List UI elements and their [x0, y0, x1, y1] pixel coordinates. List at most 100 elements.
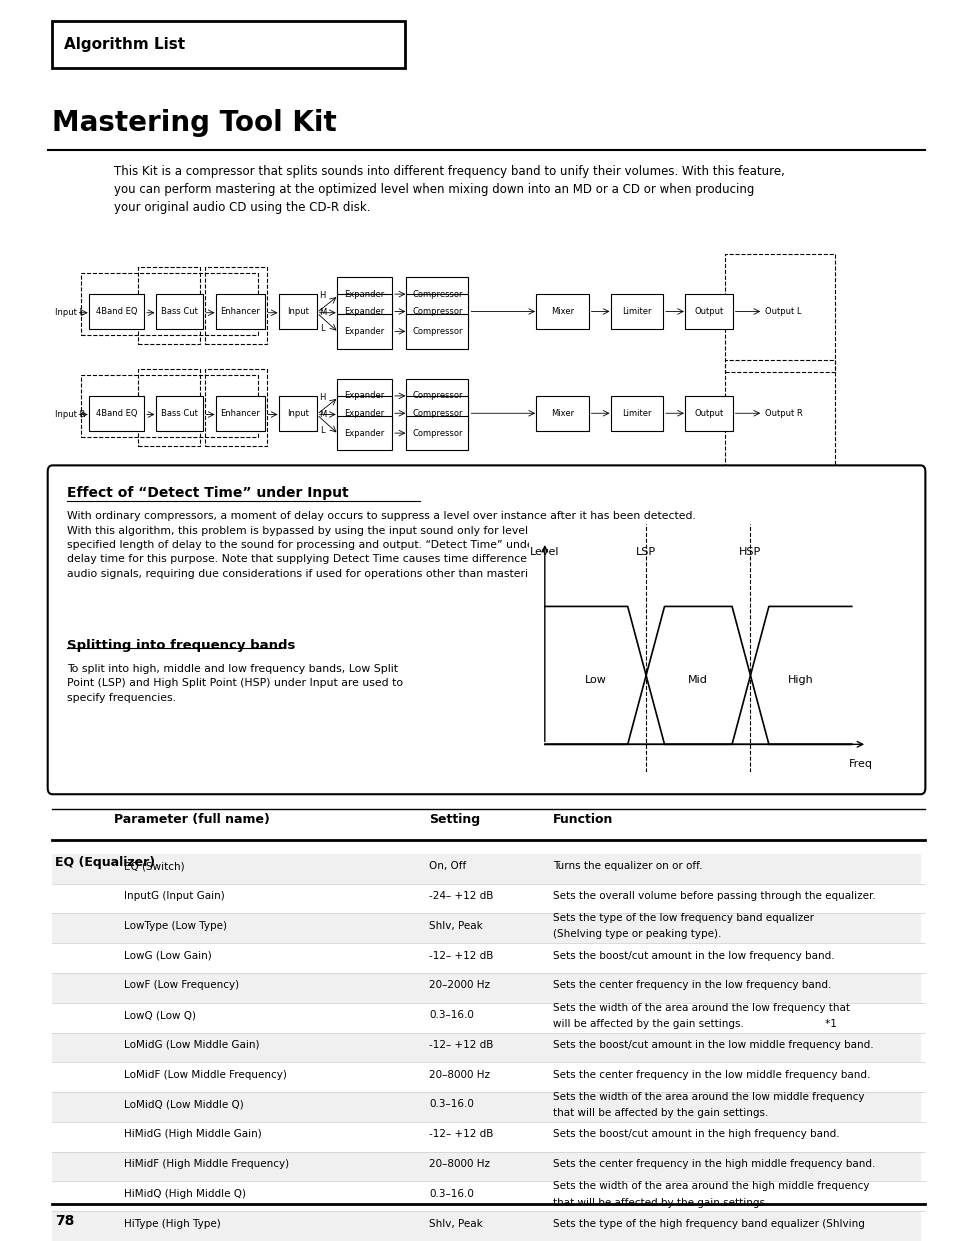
FancyBboxPatch shape: [610, 396, 662, 431]
Text: Expander: Expander: [344, 307, 384, 316]
FancyBboxPatch shape: [52, 1092, 920, 1122]
Text: Sets the center frequency in the high middle frequency band.: Sets the center frequency in the high mi…: [553, 1159, 875, 1169]
FancyBboxPatch shape: [336, 396, 392, 431]
Text: Input R: Input R: [55, 410, 86, 419]
Text: Sets the type of the low frequency band equalizer: Sets the type of the low frequency band …: [553, 913, 814, 923]
Text: LoMidF (Low Middle Frequency): LoMidF (Low Middle Frequency): [124, 1070, 287, 1080]
Text: 20–8000 Hz: 20–8000 Hz: [429, 1070, 490, 1080]
FancyBboxPatch shape: [336, 294, 392, 329]
Text: Compressor: Compressor: [412, 307, 462, 316]
FancyBboxPatch shape: [52, 21, 405, 68]
Text: Sets the width of the area around the low middle frequency: Sets the width of the area around the lo…: [553, 1092, 864, 1102]
Text: Enhancer: Enhancer: [220, 307, 260, 316]
FancyBboxPatch shape: [406, 416, 468, 450]
Text: M: M: [318, 308, 326, 318]
Text: Low: Low: [584, 675, 606, 685]
Text: will be affected by the gain settings.                         *1: will be affected by the gain settings. *…: [553, 1019, 837, 1029]
Text: LSP: LSP: [636, 547, 656, 557]
Text: 4Band EQ: 4Band EQ: [95, 307, 137, 316]
Text: Compressor: Compressor: [412, 289, 462, 299]
Text: Output L: Output L: [764, 307, 801, 316]
FancyBboxPatch shape: [406, 314, 468, 349]
Text: Sets the width of the area around the low frequency that: Sets the width of the area around the lo…: [553, 1003, 849, 1013]
Text: Sets the center frequency in the low middle frequency band.: Sets the center frequency in the low mid…: [553, 1070, 870, 1080]
Text: HSP: HSP: [739, 547, 760, 557]
Text: Mixer: Mixer: [550, 307, 574, 316]
Text: LowG (Low Gain): LowG (Low Gain): [124, 951, 212, 961]
Text: Limiter: Limiter: [621, 408, 651, 418]
Text: H: H: [319, 392, 325, 402]
Text: Effect of “Detect Time” under Input: Effect of “Detect Time” under Input: [67, 486, 348, 500]
Text: Output: Output: [694, 307, 722, 316]
Text: Turns the equalizer on or off.: Turns the equalizer on or off.: [553, 861, 702, 871]
FancyBboxPatch shape: [89, 294, 144, 329]
FancyBboxPatch shape: [610, 294, 662, 329]
FancyBboxPatch shape: [89, 396, 144, 431]
Text: 20–8000 Hz: 20–8000 Hz: [429, 1159, 490, 1169]
Text: L: L: [320, 426, 324, 436]
Text: LoMidQ (Low Middle Q): LoMidQ (Low Middle Q): [124, 1100, 244, 1109]
Text: HiMidG (High Middle Gain): HiMidG (High Middle Gain): [124, 1129, 261, 1139]
Text: Input: Input: [287, 408, 308, 418]
Text: LowF (Low Frequency): LowF (Low Frequency): [124, 980, 239, 990]
FancyBboxPatch shape: [155, 294, 203, 329]
Text: Compressor: Compressor: [412, 408, 462, 418]
FancyBboxPatch shape: [536, 294, 588, 329]
Text: Sets the center frequency in the low frequency band.: Sets the center frequency in the low fre…: [553, 980, 831, 990]
Text: Limiter: Limiter: [621, 307, 651, 316]
FancyBboxPatch shape: [215, 396, 265, 431]
Text: Output R: Output R: [764, 408, 802, 418]
FancyBboxPatch shape: [215, 294, 265, 329]
Text: -24– +12 dB: -24– +12 dB: [429, 891, 493, 901]
Text: Compressor: Compressor: [412, 326, 462, 336]
FancyBboxPatch shape: [52, 854, 920, 884]
Text: Output: Output: [694, 408, 722, 418]
Text: Mixer: Mixer: [550, 408, 574, 418]
Text: Sets the overall volume before passing through the equalizer.: Sets the overall volume before passing t…: [553, 891, 875, 901]
FancyBboxPatch shape: [48, 465, 924, 794]
Text: Expander: Expander: [344, 391, 384, 401]
Text: 4Band EQ: 4Band EQ: [95, 408, 137, 418]
Text: Freq: Freq: [848, 759, 872, 769]
FancyBboxPatch shape: [278, 396, 316, 431]
Text: 0.3–16.0: 0.3–16.0: [429, 1100, 474, 1109]
FancyBboxPatch shape: [536, 396, 588, 431]
Text: Bass Cut: Bass Cut: [161, 307, 197, 316]
Text: Parameter (full name): Parameter (full name): [114, 813, 270, 825]
FancyBboxPatch shape: [406, 396, 468, 431]
Text: -12– +12 dB: -12– +12 dB: [429, 1129, 493, 1139]
Text: Mid: Mid: [688, 675, 707, 685]
Text: Sets the boost/cut amount in the low frequency band.: Sets the boost/cut amount in the low fre…: [553, 951, 834, 961]
Text: Mastering Tool Kit: Mastering Tool Kit: [52, 109, 336, 138]
Text: Enhancer: Enhancer: [220, 408, 260, 418]
Text: LowType (Low Type): LowType (Low Type): [124, 921, 227, 931]
Text: HiType (High Type): HiType (High Type): [124, 1219, 220, 1229]
Text: 0.3–16.0: 0.3–16.0: [429, 1189, 474, 1199]
Text: Algorithm List: Algorithm List: [64, 37, 185, 52]
FancyBboxPatch shape: [52, 1211, 920, 1241]
Text: 0.3–16.0: 0.3–16.0: [429, 1010, 474, 1020]
Text: Splitting into frequency bands: Splitting into frequency bands: [67, 639, 294, 652]
Text: With ordinary compressors, a moment of delay occurs to suppress a level over ins: With ordinary compressors, a moment of d…: [67, 511, 695, 578]
FancyBboxPatch shape: [52, 1033, 920, 1062]
FancyBboxPatch shape: [52, 913, 920, 943]
Text: L: L: [320, 324, 324, 334]
Text: HiMidQ (High Middle Q): HiMidQ (High Middle Q): [124, 1189, 246, 1199]
Text: HiMidF (High Middle Frequency): HiMidF (High Middle Frequency): [124, 1159, 289, 1169]
Text: Function: Function: [553, 813, 613, 825]
Text: Sets the boost/cut amount in the low middle frequency band.: Sets the boost/cut amount in the low mid…: [553, 1040, 873, 1050]
Text: Level: Level: [529, 547, 558, 557]
FancyBboxPatch shape: [684, 396, 732, 431]
FancyBboxPatch shape: [406, 277, 468, 311]
Text: Sets the boost/cut amount in the high frequency band.: Sets the boost/cut amount in the high fr…: [553, 1129, 839, 1139]
Text: that will be affected by the gain settings.: that will be affected by the gain settin…: [553, 1108, 768, 1118]
Text: -12– +12 dB: -12– +12 dB: [429, 951, 493, 961]
FancyBboxPatch shape: [684, 294, 732, 329]
Text: H: H: [319, 290, 325, 300]
Text: Compressor: Compressor: [412, 428, 462, 438]
Text: High: High: [787, 675, 813, 685]
Text: EQ (Equalizer): EQ (Equalizer): [55, 856, 155, 869]
Text: EQ (Switch): EQ (Switch): [124, 861, 185, 871]
Text: LoMidG (Low Middle Gain): LoMidG (Low Middle Gain): [124, 1040, 259, 1050]
Text: On, Off: On, Off: [429, 861, 466, 871]
